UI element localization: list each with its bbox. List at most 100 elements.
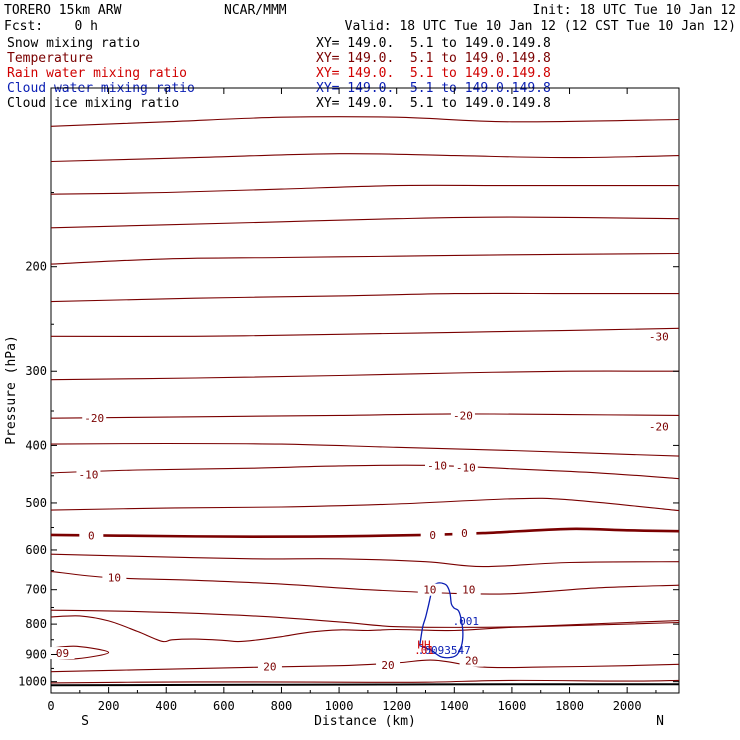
temp-label-3: -20 bbox=[649, 421, 669, 434]
temp-label-8: 0 bbox=[429, 529, 436, 542]
temperature-contour-0-12 bbox=[50, 527, 680, 539]
temperature-contour-m35-5 bbox=[50, 292, 679, 303]
temperature-contour-m20-8 bbox=[50, 413, 680, 419]
temp-label-bg-3 bbox=[646, 420, 671, 433]
x-axis-start-label: S bbox=[81, 714, 89, 729]
temp-label-bg-9 bbox=[452, 527, 477, 540]
temp-label-bg-7 bbox=[79, 529, 104, 542]
temp-label-6: -10 bbox=[456, 462, 476, 475]
cloud-water-contour bbox=[419, 582, 464, 659]
x-tick-label-800: 800 bbox=[271, 699, 293, 713]
x-axis: 0 200 400 600 800 1000 1200 1400 1600 1800 2000 bbox=[47, 88, 657, 713]
temp-label-2: -20 bbox=[453, 409, 473, 422]
temp-label-bg-1 bbox=[82, 412, 107, 425]
x-tick-label-1400: 1400 bbox=[440, 699, 469, 713]
rain-label-0: HH bbox=[417, 638, 430, 651]
temp-label-7: 0 bbox=[88, 529, 95, 542]
temperature-contour-20-16 bbox=[50, 615, 680, 643]
x-tick-label-2000: 2000 bbox=[613, 699, 642, 713]
temp-label-11: 10 bbox=[423, 584, 436, 597]
legend-snow-xy: XY= 149.0. 5.1 to 149.0.149.8 bbox=[316, 36, 551, 51]
rain-label-1: .01 bbox=[414, 644, 434, 657]
x-tick-label-1200: 1200 bbox=[382, 699, 411, 713]
temperature-contour-25-18 bbox=[50, 679, 680, 684]
x-tick-label-400: 400 bbox=[155, 699, 177, 713]
plot-frame bbox=[50, 87, 680, 694]
header-valid: Valid: 18 UTC Tue 10 Jan 12 (12 CST Tue … bbox=[345, 19, 736, 34]
temp-label-9: 0 bbox=[461, 527, 468, 540]
x-tick-label-200: 200 bbox=[98, 699, 120, 713]
temperature-contour-m55-1 bbox=[50, 153, 680, 163]
temperature-contour-m40-4 bbox=[50, 252, 680, 265]
temp-label-10: 10 bbox=[108, 572, 121, 585]
x-tick-label-1000: 1000 bbox=[325, 699, 354, 713]
temp-label-bg-2 bbox=[450, 409, 475, 422]
x-axis-title: Distance (km) bbox=[314, 714, 416, 729]
header-model: TORERO 15km ARW bbox=[4, 3, 122, 18]
header-init: Init: 18 UTC Tue 10 Jan 12 bbox=[533, 3, 737, 18]
cloud-water-contours bbox=[419, 582, 464, 659]
x-tick-label-0: 0 bbox=[47, 699, 54, 713]
temp-label-0: -30 bbox=[649, 330, 669, 343]
temperature-contour-m45-3 bbox=[50, 216, 680, 229]
x-tick-label-1800: 1800 bbox=[555, 699, 584, 713]
legend-rain-label: Rain water mixing ratio bbox=[7, 66, 187, 81]
temperature-contour-10-14 bbox=[50, 570, 680, 595]
legend-rain-xy: XY= 149.0. 5.1 to 149.0.149.8 bbox=[316, 66, 551, 81]
temp-label-bg-11 bbox=[417, 583, 442, 596]
y-tick-label-1000: 1000 bbox=[18, 675, 47, 689]
legend-temperature-label: Temperature bbox=[7, 51, 93, 66]
legend-snow-label: Snow mixing ratio bbox=[7, 36, 140, 51]
temp-label-12: 10 bbox=[462, 584, 475, 597]
temperature-contour-m5-11 bbox=[50, 497, 680, 512]
temp-label-16: 09 bbox=[56, 647, 69, 660]
temp-label-bg-0 bbox=[646, 330, 671, 343]
y-tick-label-600: 600 bbox=[25, 543, 47, 557]
x-axis-end-label: N bbox=[656, 714, 664, 729]
temp-label-4: -10 bbox=[79, 469, 99, 482]
legend-cloud-ice-label: Cloud ice mixing ratio bbox=[7, 96, 179, 111]
temperature-contour-m60-0 bbox=[50, 116, 680, 127]
temp-label-bg-8 bbox=[420, 528, 445, 541]
temp-label-bg-14 bbox=[376, 659, 401, 672]
y-tick-label-700: 700 bbox=[25, 583, 47, 597]
temp-label-bg-16 bbox=[50, 647, 75, 660]
cloud-water-label-0: .001 bbox=[453, 615, 480, 628]
temp-label-bg-6 bbox=[453, 461, 478, 474]
temperature-contour-m10-10 bbox=[50, 464, 680, 480]
header-source: NCAR/MMM bbox=[224, 3, 287, 18]
temperature-contour-labels: -30 -20 -20 -20 -10 -10 -10 0 0 0 10 10 10 20 20 20 09 bbox=[50, 330, 671, 674]
temp-label-5: -10 bbox=[427, 459, 447, 472]
header-fcst: Fcst: 0 h bbox=[4, 19, 98, 34]
temp-label-bg-5 bbox=[425, 459, 450, 472]
x-tick-label-1600: 1600 bbox=[497, 699, 526, 713]
legend-cloud-ice-xy: XY= 149.0. 5.1 to 149.0.149.8 bbox=[316, 96, 551, 111]
temp-label-1: -20 bbox=[84, 412, 104, 425]
y-tick-label-400: 400 bbox=[25, 438, 47, 452]
temp-label-bg-15 bbox=[459, 654, 484, 667]
surface-layer bbox=[50, 683, 679, 687]
temperature-contour-m15-9 bbox=[50, 442, 680, 457]
temp-label-bg-10 bbox=[102, 571, 127, 584]
temperature-contour-5-13 bbox=[50, 553, 680, 568]
temperature-contour-m30-6 bbox=[50, 327, 680, 338]
temp-label-bg-4 bbox=[76, 468, 101, 481]
surface-line bbox=[50, 683, 679, 687]
x-tick-label-600: 600 bbox=[213, 699, 235, 713]
y-tick-label-900: 900 bbox=[25, 647, 47, 661]
temp-label-bg-12 bbox=[456, 583, 481, 596]
temperature-contour-15-15 bbox=[50, 609, 680, 628]
y-tick-label-300: 300 bbox=[25, 364, 47, 378]
legend-temperature-xy: XY= 149.0. 5.1 to 149.0.149.8 bbox=[316, 51, 551, 66]
y-tick-label-200: 200 bbox=[25, 260, 47, 274]
temp-label-bg-13 bbox=[257, 660, 282, 673]
y-tick-label-800: 800 bbox=[25, 617, 47, 631]
temp-label-14: 20 bbox=[381, 659, 394, 672]
temperature-contour-m50-2 bbox=[50, 184, 679, 195]
y-tick-label-500: 500 bbox=[25, 496, 47, 510]
temp-label-15: 20 bbox=[465, 655, 478, 668]
